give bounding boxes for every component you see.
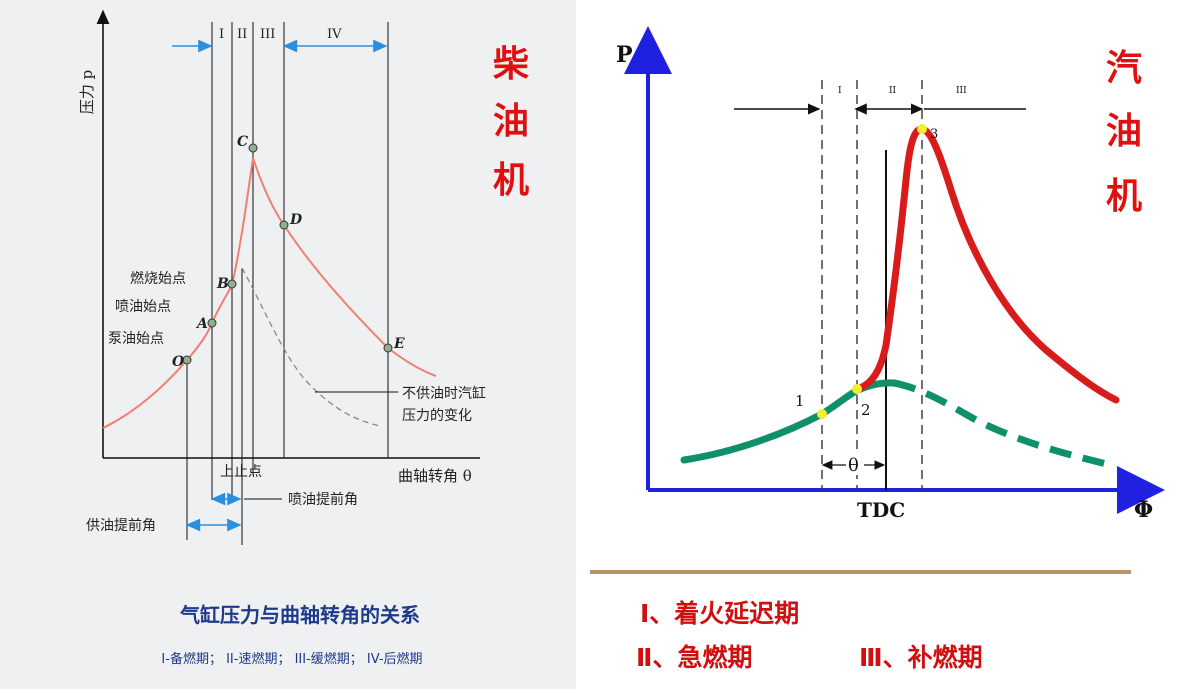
gasoline-diagram: P Φ I II III 1 2 3 θ TDC 汽 油 机 Ⅰ、着火延迟期 Ⅱ… [590, 26, 1165, 672]
phase-label-i: I [219, 27, 224, 42]
point-label-o: O [172, 354, 185, 370]
point-label-a: A [195, 316, 208, 332]
legend-line-2b: Ⅲ、补燃期 [859, 643, 983, 672]
point-label-b: B [216, 276, 229, 292]
gasoline-panel: P Φ I II III 1 2 3 θ TDC 汽 油 机 Ⅰ、着火延迟期 Ⅱ… [576, 0, 1200, 689]
no-fuel-label-2: 压力的变化 [402, 408, 472, 424]
diesel-title-3: 机 [493, 160, 529, 201]
g-phase-label-i: I [838, 86, 842, 96]
point-label-c: C [237, 134, 248, 150]
combustion-curve [853, 125, 1120, 404]
point-a [207, 318, 217, 328]
gas-title-1: 汽 [1106, 48, 1142, 89]
supply-advance-label: 供油提前角 [86, 517, 156, 534]
phase-legend: I-备燃期； II-速燃期； III-缓燃期； IV-后燃期 [161, 651, 422, 667]
phase-label-ii: II [237, 27, 247, 42]
point-b [227, 279, 237, 289]
y-axis-label: 压力 p [78, 70, 96, 114]
no-fuel-curve [241, 267, 381, 427]
marker-1 [817, 409, 827, 419]
motoring-curve-dashed [893, 379, 1112, 469]
gas-title-2: 油 [1106, 111, 1142, 152]
point-e [383, 343, 393, 353]
phi-axis-label: Φ [1134, 497, 1153, 523]
diesel-title-2: 油 [493, 101, 529, 142]
p-axis-label: P [616, 42, 633, 68]
point-o [182, 355, 192, 365]
marker-3 [917, 124, 927, 134]
no-fuel-label-1: 不供油时汽缸 [402, 385, 486, 402]
legend-line-1: Ⅰ、着火延迟期 [640, 599, 799, 628]
tdc-label: TDC [857, 498, 905, 522]
g-phase-label-iii: III [956, 86, 967, 96]
x-axis-label: 曲轴转角 θ [398, 467, 472, 485]
point-label-d: D [289, 212, 303, 228]
marker-label-2: 2 [861, 401, 871, 419]
tdc-label: 上止点 [220, 464, 262, 480]
marker-label-3: 3 [930, 127, 938, 142]
point-d [279, 220, 289, 230]
injection-advance-label: 喷油提前角 [288, 491, 358, 508]
point-c [248, 143, 258, 153]
phase-label-iii: III [260, 27, 275, 42]
point-label-e: E [393, 336, 405, 352]
pump-start-label: 泵油始点 [108, 331, 164, 347]
diesel-title-1: 柴 [493, 44, 529, 85]
phase-label-iv: IV [327, 27, 342, 42]
diesel-caption: 气缸压力与曲轴转角的关系 [179, 603, 420, 627]
combustion-start-label: 燃烧始点 [130, 270, 186, 287]
marker-2 [852, 384, 862, 394]
legend-line-2a: Ⅱ、急燃期 [636, 643, 752, 672]
injection-start-label: 喷油始点 [115, 299, 171, 315]
motoring-curve [680, 379, 898, 464]
marker-label-1: 1 [795, 392, 805, 410]
g-phase-label-ii: II [889, 86, 897, 96]
gas-title-3: 机 [1106, 176, 1142, 217]
theta-label: θ [848, 455, 859, 476]
diesel-diagram: 压力 p 曲轴转角 θ I II III IV C D B A O E 燃烧始点… [78, 9, 529, 667]
diesel-panel: 压力 p 曲轴转角 θ I II III IV C D B A O E 燃烧始点… [0, 0, 576, 689]
pressure-curve [102, 157, 437, 429]
